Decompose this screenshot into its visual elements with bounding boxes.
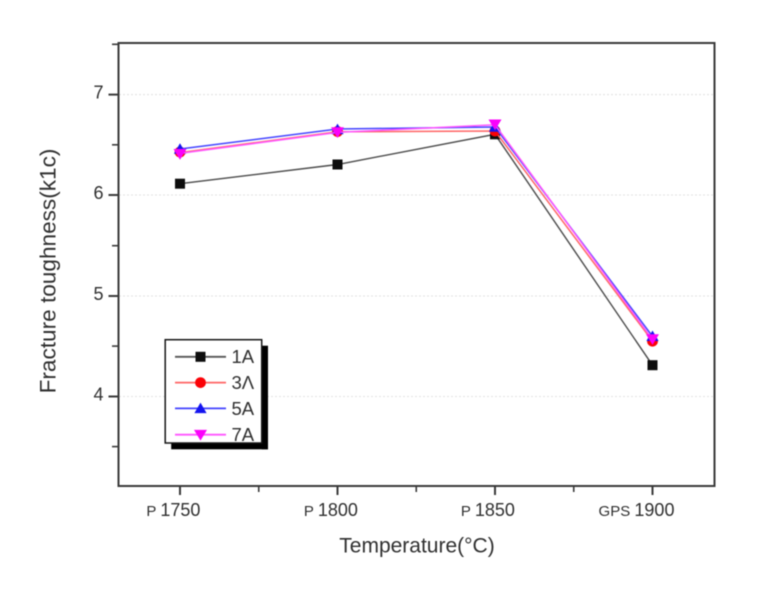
svg-text:4: 4 — [93, 385, 103, 405]
svg-text:5: 5 — [93, 284, 103, 304]
svg-text:5A: 5A — [232, 398, 255, 419]
svg-text:P 1850: P 1850 — [461, 500, 515, 520]
svg-text:1A: 1A — [232, 346, 255, 367]
svg-text:P 1750: P 1750 — [146, 500, 200, 520]
svg-text:Fracture toughness(k1c): Fracture toughness(k1c) — [35, 149, 60, 394]
svg-text:3Λ: 3Λ — [232, 372, 255, 393]
svg-text:6: 6 — [93, 183, 103, 203]
svg-text:Temperature(°C): Temperature(°C) — [339, 535, 494, 558]
svg-text:P 1800: P 1800 — [304, 500, 358, 520]
svg-text:GPS 1900: GPS 1900 — [599, 500, 675, 520]
svg-text:7: 7 — [93, 83, 103, 103]
svg-text:7A: 7A — [232, 424, 255, 445]
